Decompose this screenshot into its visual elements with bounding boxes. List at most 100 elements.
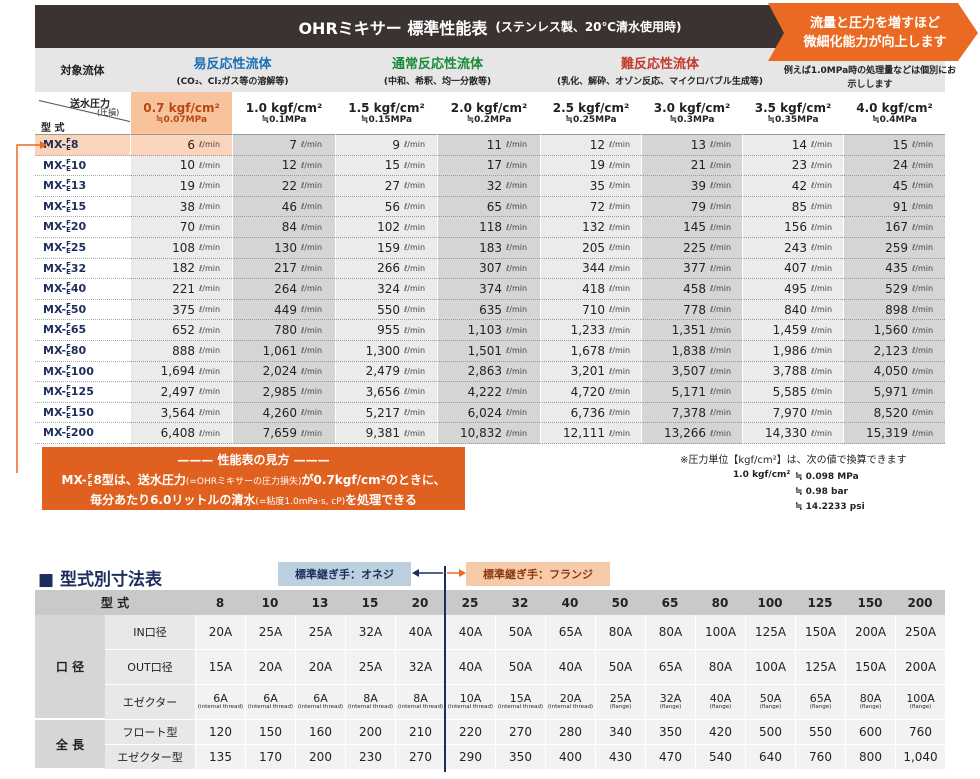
callout-note-line: 例えば1.0MPa時の処理量などは [783, 66, 921, 76]
model-cell: MX- F E 50 [35, 299, 130, 321]
flow-unit: ℓ/min [710, 284, 732, 294]
note-line: MX- F E 8型は、送水圧力(=OHRミキサーの圧力損失)が0.7kgf/cm²の… [42, 471, 465, 488]
pressure-mpa: ≒0.1MPa [261, 115, 307, 125]
dim-cell: 65A (flange) [795, 685, 845, 720]
dim-cell: 8A (internal thread) [395, 685, 445, 720]
size-header: 65 [661, 595, 679, 610]
model-sup: F [66, 260, 71, 269]
dim-cell: 6A (internal thread) [195, 685, 245, 720]
flow-cell: 12 ℓ/min [232, 155, 335, 177]
flow-cell: 458 ℓ/min [641, 279, 742, 300]
model-sup: F [66, 404, 71, 413]
flow-cell: 1,351 ℓ/min [641, 320, 742, 341]
flow-cell: 1,694 ℓ/min [130, 361, 232, 383]
flow-value: 156 [784, 220, 807, 235]
flow-unit: ℓ/min [912, 408, 934, 418]
flow-value: 888 [172, 343, 195, 358]
flow-cell: 45 ℓ/min [843, 176, 945, 197]
flow-unit: ℓ/min [301, 222, 323, 232]
flow-cell: 79 ℓ/min [641, 196, 742, 218]
conversion-list: ≒ 0.098 MPa ≒ 0.98 bar ≒ 14.2233 psi [795, 470, 865, 515]
flow-value: 27 [384, 178, 400, 193]
flow-value: 118 [479, 220, 502, 235]
dim-cell: 40A [545, 650, 595, 685]
dim-cell: 340 [595, 720, 645, 745]
flow-unit: ℓ/min [404, 305, 426, 315]
flow-unit: ℓ/min [710, 366, 732, 376]
dim-note: (internal thread) [297, 704, 344, 710]
flow-cell: 888 ℓ/min [130, 341, 232, 362]
flow-cell: 7,378 ℓ/min [641, 402, 742, 424]
flow-cell: 435 ℓ/min [843, 258, 945, 280]
dim-note: (internal thread) [547, 704, 594, 710]
flow-cell: 130 ℓ/min [232, 238, 335, 259]
dim-note: (flange) [609, 704, 632, 710]
flow-value: 407 [784, 261, 807, 276]
text: E [87, 479, 93, 488]
dim-cell: 470 [645, 745, 695, 770]
dim-note: (internal thread) [397, 704, 444, 710]
flow-unit: ℓ/min [301, 284, 323, 294]
flow-unit: ℓ/min [506, 284, 528, 294]
flow-unit: ℓ/min [811, 140, 833, 150]
dim-cell: 65A [645, 650, 695, 685]
flow-unit: ℓ/min [199, 263, 221, 273]
dim-cell: 200 [295, 745, 345, 770]
model-sub: E [66, 288, 71, 297]
dim-note: (internal thread) [347, 704, 394, 710]
flow-cell: 377 ℓ/min [641, 258, 742, 280]
flow-unit: ℓ/min [811, 243, 833, 253]
callout-shape [768, 3, 978, 61]
text: MX- [61, 473, 87, 487]
model-cell: MX- F E 10 [35, 155, 130, 177]
flow-value: 458 [683, 281, 706, 296]
model-sub: E [66, 144, 71, 152]
flow-cell: 710 ℓ/min [540, 299, 641, 321]
pressure: 3.0 kgf/cm² [653, 101, 731, 115]
flow-value: 266 [377, 261, 400, 276]
group-desc: (乳化、解砕、オゾン反応、マイクロバブル生成等) [556, 77, 764, 87]
model-prefix: MX- [43, 302, 67, 316]
flow-unit: ℓ/min [609, 408, 631, 418]
model-number: 125 [70, 385, 94, 399]
model-number: 32 [70, 261, 87, 275]
flow-cell: 205 ℓ/min [540, 238, 641, 259]
dim-value: 10A [459, 692, 482, 705]
model-sup: F [66, 281, 71, 290]
model-sub: E [66, 267, 71, 276]
model-sup: F [66, 384, 71, 393]
flow-cell: 15,319 ℓ/min [843, 423, 945, 444]
size-header: 10 [261, 595, 279, 610]
flow-cell: 3,564 ℓ/min [130, 402, 232, 424]
flow-unit: ℓ/min [811, 305, 833, 315]
flow-value: 2,497 [160, 384, 195, 399]
flow-unit: ℓ/min [199, 181, 221, 191]
title: OHRミキサー 標準性能表 [298, 18, 488, 38]
dim-cell: 200A [895, 650, 945, 685]
flow-cell: 529 ℓ/min [843, 279, 945, 300]
flow-unit: ℓ/min [912, 263, 934, 273]
dim-value: 15A [509, 692, 532, 705]
pressure: 1.0 kgf/cm² [245, 101, 323, 115]
flow-value: 15,319 [866, 426, 908, 441]
pressure-label: 送水圧力 (圧損) 型 式 [35, 92, 133, 135]
callout-line: 流量と圧力を増すほど [809, 16, 940, 31]
flow-unit: ℓ/min [710, 428, 732, 438]
flow-cell: 2,497 ℓ/min [130, 382, 232, 403]
flow-value: 1,501 [467, 343, 502, 358]
flow-cell: 225 ℓ/min [641, 238, 742, 259]
flow-value: 221 [172, 281, 195, 296]
dim-value: 65A [809, 692, 832, 705]
model-number: 8 [70, 138, 79, 151]
flow-unit: ℓ/min [710, 181, 732, 191]
flow-value: 13 [690, 137, 706, 152]
flow-value: 91 [892, 199, 908, 214]
group-header: 通常反応性流体 (中和、希釈、均一分散等) [335, 50, 540, 90]
dims-title: ■ 型式別寸法表 [38, 570, 162, 590]
flow-cell: 39 ℓ/min [641, 176, 742, 197]
pointer-line [16, 141, 47, 473]
flow-unit: ℓ/min [506, 181, 528, 191]
